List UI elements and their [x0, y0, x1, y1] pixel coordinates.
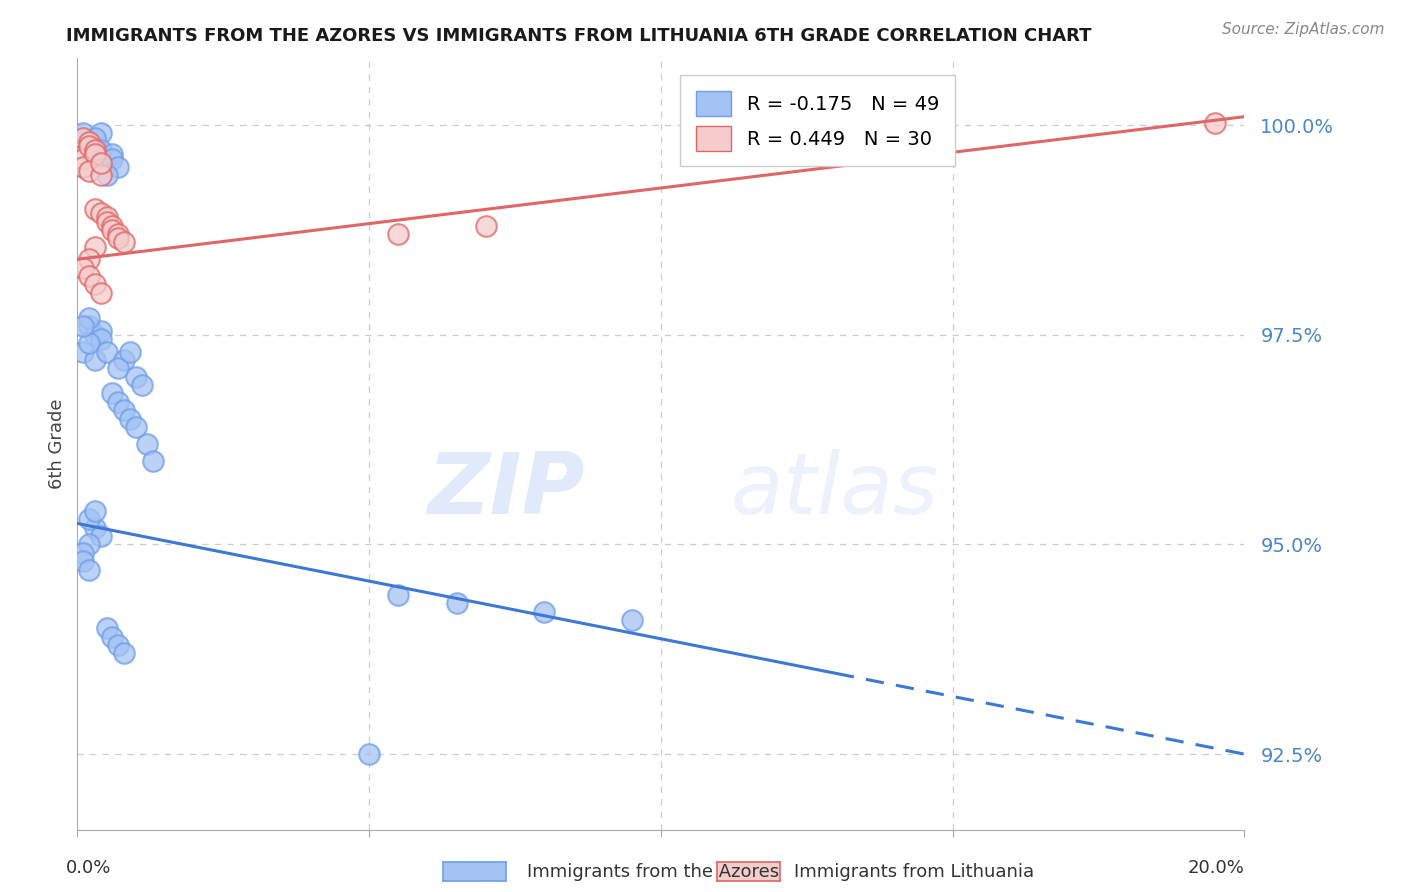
Point [77, 135, 100, 149]
Point [620, 613, 643, 627]
Point [83, 147, 105, 161]
Point [118, 411, 141, 425]
Text: atlas: atlas [731, 449, 939, 532]
Legend: R = -0.175   N = 49, R = 0.449   N = 30: R = -0.175 N = 49, R = 0.449 N = 30 [681, 76, 955, 166]
Point [101, 223, 124, 237]
Point [90, 206, 112, 220]
Point [77, 139, 100, 153]
Point [112, 403, 135, 417]
Point [72, 127, 94, 141]
Point [824, 118, 846, 132]
Point [101, 219, 124, 233]
Point [107, 638, 129, 652]
Point [136, 437, 159, 451]
Point [101, 386, 124, 401]
Point [72, 260, 94, 275]
Point [83, 521, 105, 535]
Point [131, 378, 153, 392]
Point [107, 231, 129, 245]
Point [90, 324, 112, 338]
Point [90, 285, 112, 300]
Point [96, 169, 118, 183]
Point [72, 160, 94, 174]
Point [90, 127, 112, 141]
Point [90, 529, 112, 543]
Point [387, 227, 409, 241]
Point [72, 130, 94, 145]
Point [72, 152, 94, 166]
Point [77, 310, 100, 325]
Point [124, 369, 148, 384]
Point [475, 219, 498, 233]
Point [77, 319, 100, 334]
Point [387, 588, 409, 602]
Point [83, 130, 105, 145]
Point [72, 554, 94, 568]
Point [142, 453, 165, 467]
Point [112, 352, 135, 367]
Point [101, 630, 124, 644]
Text: IMMIGRANTS FROM THE AZORES VS IMMIGRANTS FROM LITHUANIA 6TH GRADE CORRELATION CH: IMMIGRANTS FROM THE AZORES VS IMMIGRANTS… [66, 28, 1091, 45]
Point [101, 152, 124, 166]
Point [107, 394, 129, 409]
Point [118, 344, 141, 359]
Text: Immigrants from the Azores: Immigrants from the Azores [527, 863, 779, 881]
Point [112, 235, 135, 250]
Point [90, 169, 112, 183]
Point [446, 596, 468, 610]
Point [533, 605, 555, 619]
Point [357, 747, 380, 761]
Point [83, 240, 105, 254]
Point [96, 344, 118, 359]
Point [77, 268, 100, 283]
Point [83, 504, 105, 518]
Point [107, 361, 129, 376]
Point [83, 327, 105, 342]
Point [124, 420, 148, 434]
Point [83, 143, 105, 157]
Point [90, 156, 112, 170]
Point [96, 621, 118, 635]
Point [107, 227, 129, 241]
Text: Source: ZipAtlas.com: Source: ZipAtlas.com [1222, 22, 1385, 37]
Point [83, 202, 105, 216]
Point [77, 563, 100, 577]
Point [107, 160, 129, 174]
Point [883, 120, 905, 134]
Point [96, 214, 118, 228]
Point [90, 143, 112, 157]
Text: 0.0%: 0.0% [66, 859, 111, 877]
Text: ZIP: ZIP [427, 449, 585, 532]
Point [77, 512, 100, 526]
Point [77, 537, 100, 551]
Point [112, 647, 135, 661]
Text: 20.0%: 20.0% [1188, 859, 1244, 877]
Y-axis label: 6th Grade: 6th Grade [48, 399, 66, 489]
Point [77, 336, 100, 351]
Point [72, 344, 94, 359]
Point [96, 211, 118, 225]
Point [83, 139, 105, 153]
Point [77, 164, 100, 178]
Point [77, 135, 100, 149]
Text: Immigrants from Lithuania: Immigrants from Lithuania [794, 863, 1035, 881]
Point [83, 352, 105, 367]
Point [83, 277, 105, 292]
Point [77, 252, 100, 267]
Point [72, 546, 94, 560]
Point [72, 319, 94, 334]
Point [90, 332, 112, 346]
Point [1204, 116, 1226, 130]
Point [101, 147, 124, 161]
